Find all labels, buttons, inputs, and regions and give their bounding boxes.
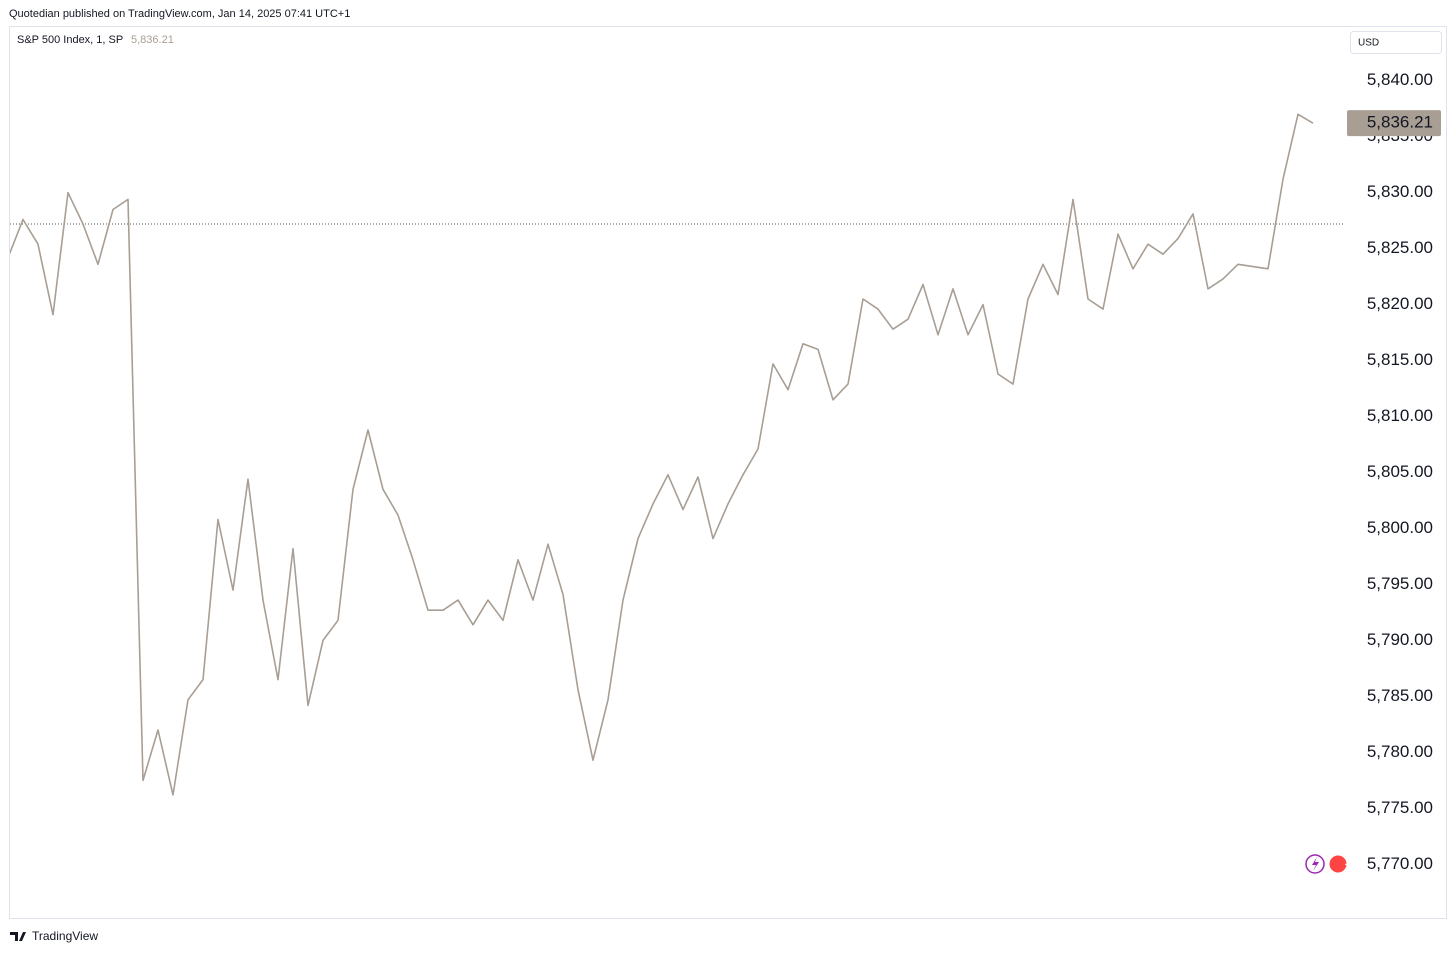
brand-name: TradingView: [32, 929, 98, 943]
brand-mark: [10, 932, 26, 941]
currency-button[interactable]: [1350, 31, 1442, 54]
publisher-note: Quotedian published on TradingView.com, …: [9, 8, 350, 20]
chart-frame: [9, 26, 1447, 919]
price-line: [10, 113, 1314, 796]
last-price-badge: [1347, 110, 1441, 137]
y-tick-label: 5,825.00: [1367, 238, 1433, 257]
chart-title: S&P 500 Index, 1, SP: [17, 34, 123, 46]
x-tick-label: 18:00: [572, 885, 615, 904]
y-tick-label: 5,840.00: [1367, 70, 1433, 89]
y-tick-label: 5,820.00: [1367, 294, 1433, 313]
y-tick-label: 5,810.00: [1367, 406, 1433, 425]
x-tick-label: 16:10: [242, 885, 285, 904]
legend-price: 5,836.21: [131, 34, 174, 46]
x-tick-label: 13: [134, 885, 153, 904]
x-tick-label: 14: [1334, 885, 1353, 904]
x-tick-label: 20:00: [932, 885, 975, 904]
y-tick-label: 5,815.00: [1367, 350, 1433, 369]
currency-label[interactable]: USD: [1358, 38, 1379, 49]
y-tick-label: 5,775.00: [1367, 798, 1433, 817]
y-tick-label: 5,805.00: [1367, 462, 1433, 481]
last-price-label: 5,836.21: [1367, 113, 1433, 132]
brand-logo: TradingView: [10, 929, 98, 943]
y-tick-label: 5,770.00: [1367, 854, 1433, 873]
y-tick-label: 5,800.00: [1367, 518, 1433, 537]
x-tick-label: 17:00: [392, 885, 435, 904]
x-tick-label: 21:00: [1112, 885, 1155, 904]
event-icon-bolt: [1312, 857, 1319, 871]
y-tick-label: 5,785.00: [1367, 686, 1433, 705]
y-tick-label: 5,790.00: [1367, 630, 1433, 649]
y-tick-label: 5,830.00: [1367, 182, 1433, 201]
country-flag[interactable]: [1328, 854, 1348, 874]
y-tick-label: 5,795.00: [1367, 574, 1433, 593]
y-tick-label: 5,780.00: [1367, 742, 1433, 761]
plot-area: [10, 113, 1345, 796]
x-tick-label: 19:00: [752, 885, 795, 904]
